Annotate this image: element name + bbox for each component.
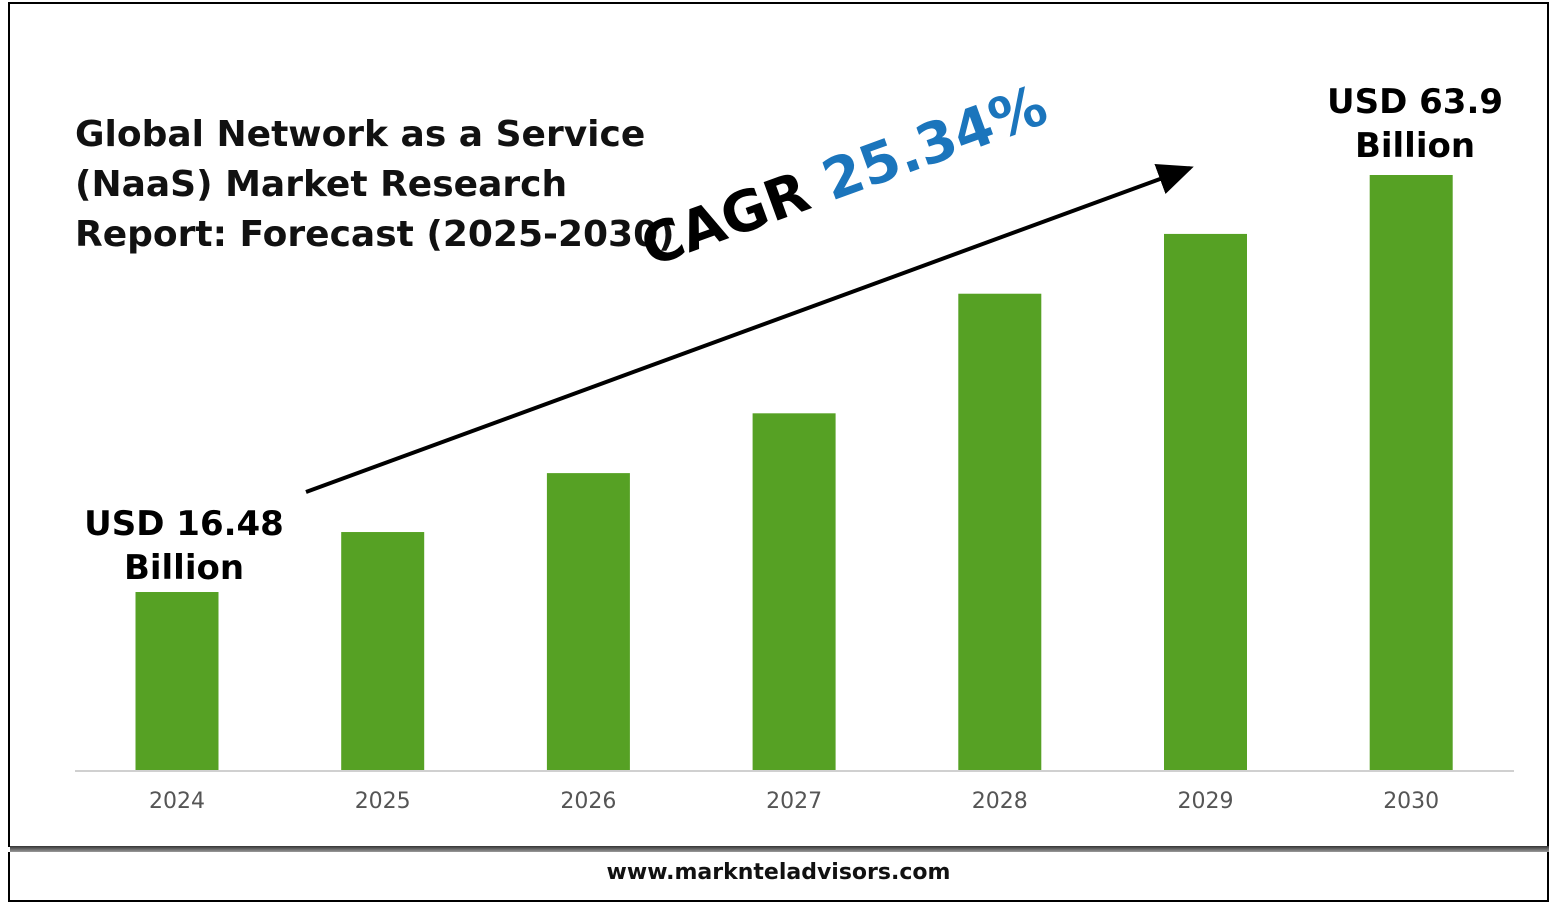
bar-2029 bbox=[1164, 233, 1247, 771]
start-value-label: USD 16.48 Billion bbox=[54, 502, 314, 590]
divider-shadow bbox=[10, 846, 1549, 852]
x-tick-label: 2024 bbox=[149, 789, 205, 814]
end-label-line2: Billion bbox=[1354, 126, 1476, 166]
chart-title: Global Network as a Service (NaaS) Marke… bbox=[75, 114, 675, 255]
start-label-line1: USD 16.48 bbox=[84, 504, 284, 544]
bar-2026 bbox=[546, 473, 630, 770]
bar-2028 bbox=[958, 293, 1042, 770]
x-tick-label: 2029 bbox=[1178, 789, 1234, 814]
bar-2025 bbox=[341, 532, 425, 770]
x-tick-label: 2025 bbox=[355, 789, 411, 814]
bar-2027 bbox=[752, 413, 836, 770]
x-tick-label: 2030 bbox=[1383, 789, 1439, 814]
bar-2030 bbox=[1369, 174, 1453, 771]
x-tick-label: 2028 bbox=[972, 789, 1028, 814]
x-tick-label: 2027 bbox=[766, 789, 822, 814]
end-label-line1: USD 63.9 bbox=[1326, 82, 1504, 122]
end-value-label: USD 63.9 Billion bbox=[1285, 80, 1545, 168]
website-link[interactable]: www.marknteladvisors.com bbox=[606, 860, 951, 885]
start-label-line2: Billion bbox=[123, 548, 245, 588]
x-tick-label: 2026 bbox=[560, 789, 616, 814]
bar-2024 bbox=[135, 592, 219, 770]
footer: www.marknteladvisors.com bbox=[8, 852, 1549, 902]
growth-arrow bbox=[305, 163, 1194, 494]
chart-frame bbox=[8, 2, 1549, 847]
